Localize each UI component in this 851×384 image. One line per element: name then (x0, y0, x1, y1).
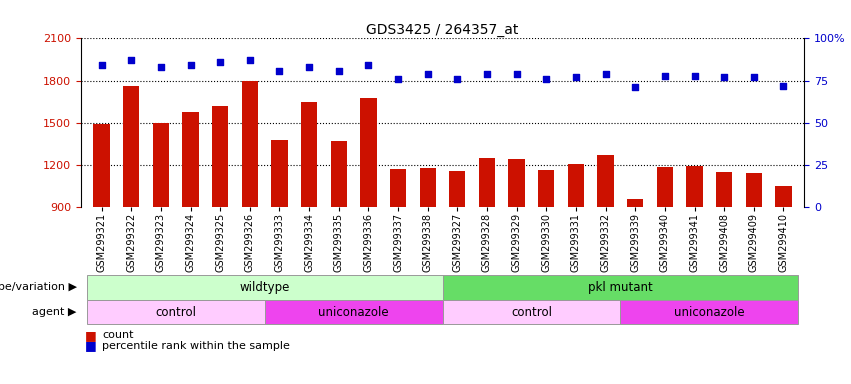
Text: uniconazole: uniconazole (674, 306, 745, 318)
Bar (330, 141, 347, 207)
Point (510, 71, 523, 77)
Point (391, 76, 405, 82)
Point (628, 84, 642, 91)
Text: count: count (102, 330, 134, 340)
Bar (775, 186, 791, 207)
Bar (265, 300, 443, 324)
Point (332, 68, 346, 74)
Point (184, 62, 197, 68)
Bar (568, 164, 584, 207)
Bar (390, 169, 406, 207)
Bar (87, 300, 265, 324)
Bar (182, 112, 198, 207)
Point (214, 59, 227, 65)
Point (599, 71, 613, 77)
Bar (212, 106, 228, 207)
Bar (152, 123, 169, 207)
Bar (123, 86, 140, 207)
Point (243, 57, 257, 63)
Text: percentile rank within the sample: percentile rank within the sample (102, 341, 290, 351)
Text: genotype/variation ▶: genotype/variation ▶ (0, 282, 77, 292)
Bar (745, 173, 762, 207)
Point (94, 62, 108, 68)
Text: control: control (155, 306, 197, 318)
Bar (420, 168, 436, 207)
Point (154, 64, 168, 70)
Bar (443, 300, 620, 324)
Bar (360, 98, 376, 207)
Bar (627, 199, 643, 207)
Point (480, 71, 494, 77)
Text: ■: ■ (85, 339, 97, 352)
Point (747, 74, 761, 80)
Point (540, 76, 553, 82)
Bar (687, 166, 703, 207)
Point (777, 83, 791, 89)
Bar (597, 155, 614, 207)
Text: agent ▶: agent ▶ (32, 307, 77, 317)
Bar (87, 275, 443, 300)
Text: ■: ■ (85, 329, 97, 342)
Bar (94, 124, 110, 207)
Bar (271, 140, 288, 207)
Text: uniconazole: uniconazole (318, 306, 389, 318)
Bar (479, 158, 495, 207)
Point (124, 57, 138, 63)
Point (717, 74, 731, 80)
Point (688, 73, 701, 79)
Text: control: control (511, 306, 552, 318)
Point (421, 71, 435, 77)
Bar (449, 171, 465, 207)
Bar (242, 81, 258, 207)
Point (658, 73, 671, 79)
Text: wildtype: wildtype (239, 281, 290, 293)
Title: GDS3425 / 264357_at: GDS3425 / 264357_at (366, 23, 519, 37)
Point (302, 64, 316, 70)
Text: pkl mutant: pkl mutant (588, 281, 653, 293)
Point (362, 62, 375, 68)
Bar (509, 159, 525, 207)
Bar (301, 102, 317, 207)
Point (450, 76, 464, 82)
Bar (657, 167, 673, 207)
Point (569, 74, 583, 80)
Bar (538, 170, 555, 207)
Bar (443, 275, 798, 300)
Point (272, 68, 286, 74)
Bar (716, 172, 733, 207)
Bar (620, 300, 798, 324)
